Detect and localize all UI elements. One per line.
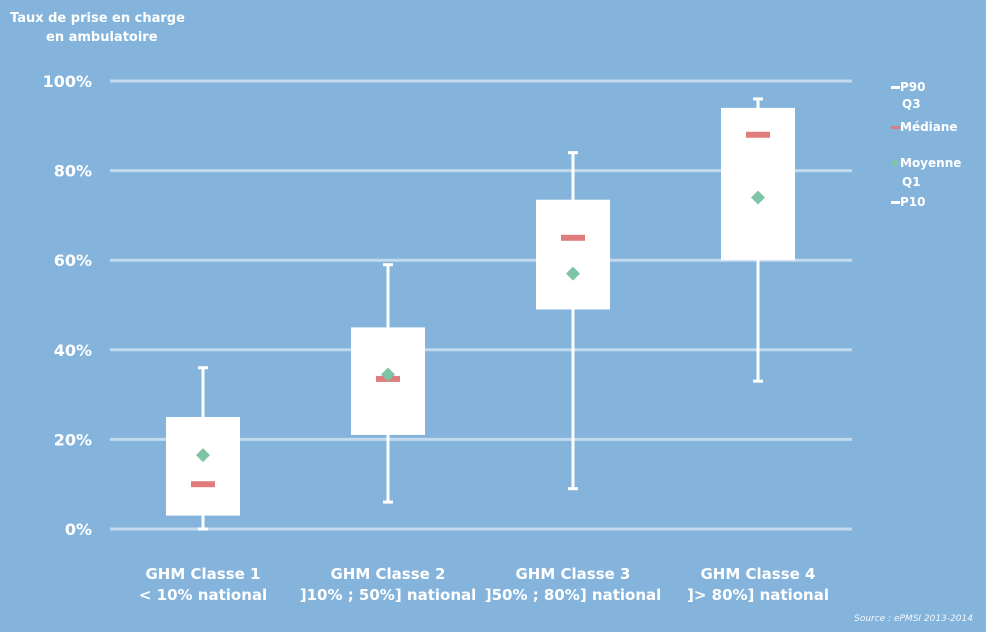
iqr-box [721, 107, 795, 261]
legend-label-median: Médiane [900, 120, 958, 134]
iqr-box [166, 417, 240, 516]
legend-median-marker [891, 126, 900, 129]
category-label: GHM Classe 3 [516, 565, 631, 583]
legend-p10-marker [891, 201, 900, 204]
y-tick-label: 20% [54, 430, 92, 449]
legend-label-q1: Q1 [902, 175, 921, 189]
y-tick-label: 40% [54, 341, 92, 360]
category-sublabel: ]50% ; 80%] national [485, 586, 662, 604]
legend-label-p90: P90 [900, 80, 926, 94]
source-note: Source : ePMSI 2013-2014 [854, 614, 973, 624]
y-axis-title: en ambulatoire [46, 30, 158, 45]
category-sublabel: < 10% national [139, 586, 267, 604]
y-tick-label: 0% [65, 520, 92, 539]
y-tick-label: 100% [43, 72, 92, 91]
median-marker [191, 481, 215, 488]
legend-label-p10: P10 [900, 195, 926, 209]
category-sublabel: ]10% ; 50%] national [300, 586, 477, 604]
mean-marker [381, 367, 395, 382]
legend-label-q3: Q3 [902, 97, 921, 111]
y-axis-title: Taux de prise en charge [10, 11, 185, 26]
mean-marker [196, 448, 210, 463]
y-tick-label: 60% [54, 251, 92, 270]
category-sublabel: ]> 80%] national [687, 586, 829, 604]
category-label: GHM Classe 2 [331, 565, 446, 583]
median-marker [746, 131, 770, 138]
category-label: GHM Classe 1 [146, 565, 261, 583]
legend-mean-marker [891, 159, 899, 167]
mean-marker [751, 190, 765, 205]
legend-label-mean: Moyenne [900, 156, 961, 170]
category-label: GHM Classe 4 [701, 565, 816, 583]
mean-marker [566, 266, 580, 281]
y-tick-label: 80% [54, 162, 92, 181]
median-marker [561, 234, 585, 241]
legend-p90-marker [891, 86, 900, 89]
iqr-box [536, 199, 610, 310]
